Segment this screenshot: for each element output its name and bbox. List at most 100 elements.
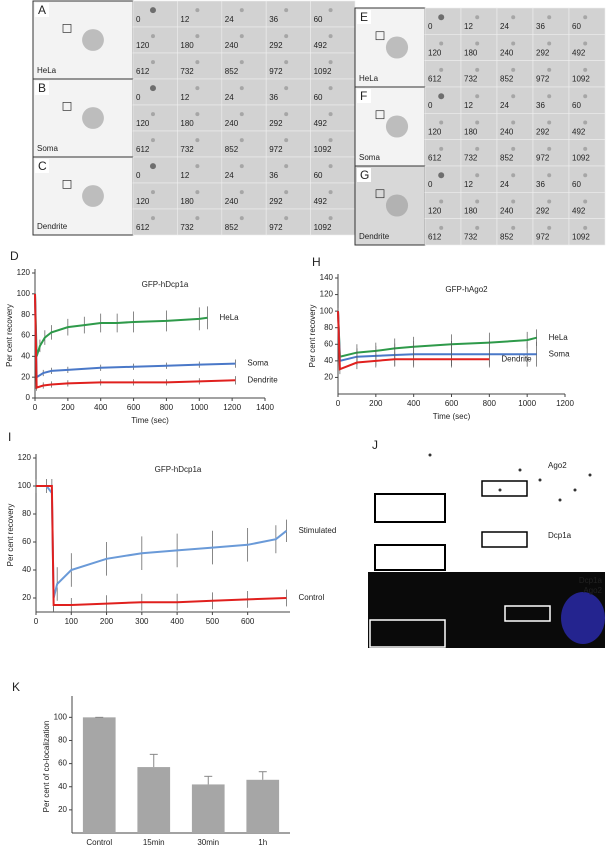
- frame: [265, 52, 311, 80]
- frame: [221, 208, 267, 236]
- granule: [239, 86, 244, 91]
- x-tick-label: 100: [65, 617, 79, 626]
- letter-bg: [35, 81, 49, 95]
- granule: [439, 225, 444, 230]
- granule: [475, 15, 480, 20]
- time-label: 240: [500, 127, 514, 136]
- time-label: 1092: [572, 75, 590, 84]
- time-label: 492: [314, 197, 328, 206]
- series-label: Control: [298, 593, 324, 602]
- x-tick-label: Control: [86, 838, 112, 847]
- granule: [328, 8, 333, 13]
- frame: [424, 139, 462, 167]
- time-label: 24: [500, 22, 509, 31]
- granule: [195, 8, 200, 13]
- time-label: 732: [464, 154, 478, 163]
- granule: [438, 93, 445, 100]
- granule: [195, 216, 200, 221]
- granule: [284, 60, 289, 65]
- granule: [284, 86, 289, 91]
- cell-body: [385, 115, 409, 138]
- time-label: 972: [269, 145, 283, 154]
- panel-letter: D: [10, 249, 19, 263]
- time-label: 852: [225, 223, 239, 232]
- time-label: 972: [536, 233, 550, 242]
- chart-title: GFP-hDcp1a: [155, 465, 202, 474]
- frame: [265, 104, 311, 132]
- frame: [265, 78, 311, 106]
- letter-bg: [357, 89, 371, 103]
- granule: [284, 8, 289, 13]
- time-label: 1092: [572, 154, 590, 163]
- chart-title: GFP-hDcp1a: [142, 280, 189, 289]
- roi-box: [375, 189, 385, 199]
- granule: [284, 190, 289, 195]
- x-tick-label: 500: [206, 617, 220, 626]
- frame: [132, 104, 178, 132]
- panel-letter: F: [360, 89, 367, 103]
- granule: [150, 138, 155, 143]
- frame: [460, 60, 498, 88]
- granule: [547, 199, 552, 204]
- frame: [310, 156, 356, 184]
- frame: [460, 165, 498, 193]
- x-tick-label: 1000: [518, 399, 536, 408]
- y-tick-label: 40: [58, 782, 67, 791]
- cell-body: [385, 36, 409, 59]
- granule: [149, 163, 156, 170]
- y-tick-label: 100: [17, 289, 31, 298]
- cell-type-label: Dendrite: [359, 232, 390, 241]
- frame: [496, 86, 534, 114]
- panel-letter: E: [360, 10, 368, 24]
- y-tick-label: 60: [324, 339, 333, 348]
- granule: [150, 190, 155, 195]
- time-label: 12: [180, 171, 189, 180]
- time-label: 180: [180, 119, 194, 128]
- time-label: 612: [136, 67, 150, 76]
- granule: [328, 112, 333, 117]
- granule: [583, 120, 588, 125]
- y-tick-label: 20: [324, 373, 333, 382]
- frame: [221, 52, 267, 80]
- frame: [132, 78, 178, 106]
- x-tick-label: 600: [241, 617, 255, 626]
- frame: [221, 130, 267, 158]
- roi-box: [375, 110, 385, 120]
- x-tick-label: 1200: [223, 403, 241, 412]
- granule: [328, 34, 333, 39]
- time-label: 492: [572, 48, 586, 57]
- time-label: 1092: [314, 145, 332, 154]
- roi-box: [62, 102, 72, 111]
- time-label: 120: [136, 119, 150, 128]
- frame: [460, 139, 498, 167]
- frame: [132, 52, 178, 80]
- y-tick-label: 100: [54, 712, 68, 721]
- time-label: 0: [428, 101, 433, 110]
- time-label: 60: [572, 101, 581, 110]
- granule: [547, 225, 552, 230]
- granule: [150, 34, 155, 39]
- frame: [532, 139, 570, 167]
- x-tick-label: 400: [407, 399, 421, 408]
- time-label: 36: [269, 93, 278, 102]
- y-tick-label: 80: [58, 736, 67, 745]
- time-label: 240: [500, 206, 514, 215]
- granule: [511, 225, 516, 230]
- granule: [284, 34, 289, 39]
- granule: [328, 216, 333, 221]
- granule: [239, 60, 244, 65]
- time-label: 180: [464, 127, 478, 136]
- x-tick-label: 30min: [197, 838, 219, 847]
- cell-body: [82, 29, 104, 51]
- granule: [328, 60, 333, 65]
- time-label: 292: [269, 119, 283, 128]
- granule: [328, 190, 333, 195]
- frame: [496, 218, 534, 246]
- granule: [438, 172, 445, 179]
- granule: [511, 15, 516, 20]
- frame: [177, 52, 223, 80]
- cell-type-label: Soma: [359, 153, 380, 162]
- granule: [195, 190, 200, 195]
- granule: [239, 190, 244, 195]
